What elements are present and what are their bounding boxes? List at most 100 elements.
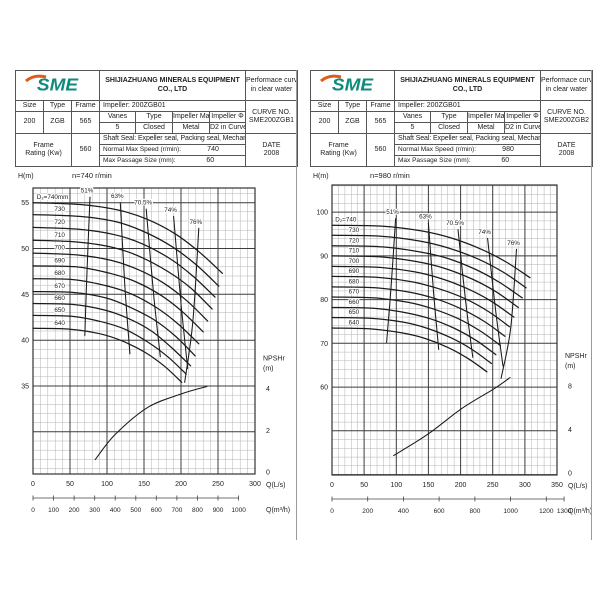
svg-text:350: 350 xyxy=(551,482,563,489)
svg-text:710: 710 xyxy=(349,247,360,254)
datasheet-left: SME SHIJIAZHUANG MINERALS EQUIPMENT CO.,… xyxy=(15,70,298,540)
spec-table-right: SME SHIJIAZHUANG MINERALS EQUIPMENT CO.,… xyxy=(310,70,593,167)
svg-text:250: 250 xyxy=(212,481,224,488)
svg-text:150: 150 xyxy=(138,481,150,488)
svg-text:660: 660 xyxy=(349,299,360,306)
svg-text:680: 680 xyxy=(54,270,65,277)
svg-text:200: 200 xyxy=(455,482,467,489)
svg-text:730: 730 xyxy=(54,206,65,213)
logo-cell: SME xyxy=(310,70,395,101)
grid xyxy=(32,187,256,475)
impeller-matl-value: Metal xyxy=(467,122,505,134)
svg-text:8: 8 xyxy=(568,384,572,391)
svg-text:800: 800 xyxy=(192,507,203,514)
frame-label: Frame xyxy=(71,100,100,112)
type-label: Type xyxy=(338,100,367,112)
svg-text:730: 730 xyxy=(349,227,360,234)
frame-rating-value: 560 xyxy=(71,133,100,167)
svg-text:150: 150 xyxy=(423,482,435,489)
pump-curve-chart-980rpm: D₂=74073072071070069068067066065064051%6… xyxy=(313,171,592,515)
type-value: ZGB xyxy=(43,111,72,134)
svg-text:1000: 1000 xyxy=(503,508,518,515)
pump-curve-chart-740rpm: D₂=740mm 730 720 710 700 690 680 670 660 650 640 51… xyxy=(18,171,290,514)
logo-cell: SME xyxy=(15,70,100,101)
svg-text:100: 100 xyxy=(48,507,59,514)
svg-text:670: 670 xyxy=(54,283,65,290)
vane-type-label: Type xyxy=(430,111,468,123)
svg-text:70.5%: 70.5% xyxy=(446,220,464,227)
frame-rating-label: Frame Rating (Kw) xyxy=(15,133,72,167)
svg-text:600: 600 xyxy=(434,508,445,515)
svg-text:200: 200 xyxy=(175,481,187,488)
svg-text:50: 50 xyxy=(360,482,368,489)
svg-text:800: 800 xyxy=(469,508,480,515)
page-edge-line xyxy=(296,70,297,540)
type-value: ZGB xyxy=(338,111,367,134)
svg-text:63%: 63% xyxy=(419,214,432,221)
svg-text:4: 4 xyxy=(266,386,270,393)
svg-text:NPSHr: NPSHr xyxy=(263,356,285,363)
page-edge-line xyxy=(591,70,592,540)
svg-text:690: 690 xyxy=(349,268,360,275)
vanes-label: Vanes xyxy=(394,111,431,123)
svg-text:710: 710 xyxy=(54,232,65,239)
svg-text:Q(m³/h): Q(m³/h) xyxy=(568,508,592,515)
frame-value: 565 xyxy=(71,111,100,134)
svg-text:4: 4 xyxy=(568,427,572,434)
svg-text:0: 0 xyxy=(568,470,572,477)
svg-text:1200: 1200 xyxy=(539,508,554,515)
svg-text:300: 300 xyxy=(249,481,261,488)
impeller-matl-label: Impeller Mat'l xyxy=(172,111,210,123)
svg-text:35: 35 xyxy=(21,384,29,391)
logo-text: SME xyxy=(331,75,374,95)
svg-text:100: 100 xyxy=(390,482,402,489)
svg-text:0: 0 xyxy=(31,481,35,488)
svg-text:H(m): H(m) xyxy=(18,173,34,180)
npsh-curve xyxy=(393,376,511,457)
impeller-label: Impeller: 200ZGB01 xyxy=(394,100,541,112)
svg-text:90: 90 xyxy=(320,253,328,260)
svg-text:50: 50 xyxy=(21,246,29,253)
date: DATE 2008 xyxy=(245,133,298,167)
svg-text:Q(L/s): Q(L/s) xyxy=(266,482,285,489)
vanes-value: 5 xyxy=(394,122,431,134)
svg-text:NPSHr: NPSHr xyxy=(565,353,587,360)
svg-text:670: 670 xyxy=(349,289,360,296)
svg-text:Q(m³/h): Q(m³/h) xyxy=(266,507,290,514)
size-label: Size xyxy=(15,100,44,112)
frame-rating-label: Frame Rating (Kw) xyxy=(310,133,367,167)
curve-no: CURVE NO. SME200ZGB1 xyxy=(245,100,298,134)
vanes-label: Vanes xyxy=(99,111,136,123)
svg-text:0: 0 xyxy=(330,508,334,515)
svg-text:300: 300 xyxy=(519,482,531,489)
svg-text:n=980 r/min: n=980 r/min xyxy=(370,171,410,180)
svg-text:74%: 74% xyxy=(164,207,177,214)
impeller-matl-value: Metal xyxy=(172,122,210,134)
svg-text:40: 40 xyxy=(21,338,29,345)
datasheet-right: SME SHIJIAZHUANG MINERALS EQUIPMENT CO.,… xyxy=(310,70,593,540)
logo-swoosh-icon xyxy=(25,74,47,82)
svg-text:70: 70 xyxy=(320,341,328,348)
svg-text:60: 60 xyxy=(320,385,328,392)
logo-text: SME xyxy=(36,75,79,95)
company-name: SHIJIAZHUANG MINERALS EQUIPMENT CO., LTD xyxy=(394,70,541,101)
impeller-phi-value: D2 in Curve xyxy=(209,122,246,134)
date: DATE 2008 xyxy=(540,133,593,167)
svg-text:100: 100 xyxy=(316,210,328,217)
svg-text:D₂=740: D₂=740 xyxy=(335,217,357,224)
svg-text:(m): (m) xyxy=(263,366,274,373)
type-label: Type xyxy=(43,100,72,112)
svg-text:H(m): H(m) xyxy=(313,173,329,180)
svg-text:51%: 51% xyxy=(81,188,94,195)
shaft-seal: Shaft Seal: Expeller seal, Packing seal,… xyxy=(99,133,246,145)
vane-type-value: Closed xyxy=(430,122,468,134)
max-passage: Max Passage Size (mm): 60 xyxy=(99,155,246,167)
svg-text:0: 0 xyxy=(330,482,334,489)
size-value: 200 xyxy=(310,111,339,134)
svg-text:500: 500 xyxy=(130,507,141,514)
svg-text:70.5%: 70.5% xyxy=(134,200,152,207)
svg-text:600: 600 xyxy=(151,507,162,514)
vanes-value: 5 xyxy=(99,122,136,134)
